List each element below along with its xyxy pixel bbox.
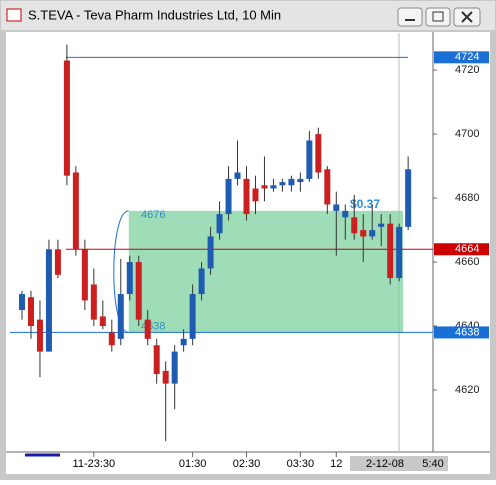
candle-body bbox=[108, 332, 115, 346]
candle-body bbox=[351, 217, 358, 234]
level-tag bbox=[434, 326, 489, 339]
level-label: 4638 bbox=[455, 326, 479, 338]
x-tick-label: 03:30 bbox=[287, 458, 315, 470]
window-title: S.TEVA - Teva Pharm Industries Ltd, 10 M… bbox=[28, 7, 281, 22]
candle-body bbox=[207, 236, 214, 269]
cursor-time: 5:40 bbox=[422, 458, 443, 470]
candle-body bbox=[369, 230, 376, 237]
candle-body bbox=[396, 226, 403, 279]
candle-body bbox=[81, 249, 88, 301]
candle-body bbox=[99, 316, 106, 327]
minimize-button[interactable] bbox=[397, 7, 423, 27]
candle-body bbox=[126, 262, 133, 295]
candle-body bbox=[198, 268, 205, 295]
candle-body bbox=[387, 223, 394, 279]
box-bottom-label: 4638 bbox=[141, 320, 165, 332]
box-top-label: 4676 bbox=[141, 209, 165, 221]
maximize-icon bbox=[432, 11, 444, 22]
maximize-button[interactable] bbox=[425, 7, 451, 27]
x-tick-label: 11-23:30 bbox=[73, 458, 116, 470]
y-tick-label: 4720 bbox=[455, 64, 479, 76]
candle-body bbox=[252, 188, 259, 202]
close-icon bbox=[461, 11, 473, 23]
candle-body bbox=[19, 294, 25, 311]
level-label: 4664 bbox=[455, 243, 479, 255]
level-tag bbox=[434, 51, 489, 64]
candle-body bbox=[72, 172, 79, 250]
candle-body bbox=[306, 140, 313, 179]
candle-body bbox=[342, 210, 349, 218]
candle-body bbox=[153, 345, 160, 375]
candle-body bbox=[270, 185, 277, 189]
candle-body bbox=[171, 351, 178, 384]
candle-body bbox=[180, 338, 187, 346]
candle-body bbox=[36, 319, 43, 352]
candle-body bbox=[144, 319, 151, 339]
x-tick-label: 02:30 bbox=[233, 458, 261, 470]
candle-body bbox=[117, 294, 124, 339]
candle-body bbox=[45, 249, 52, 352]
candle-body bbox=[378, 223, 385, 227]
y-tick-label: 4620 bbox=[455, 384, 479, 396]
candle-body bbox=[324, 169, 331, 205]
candle-body bbox=[216, 214, 223, 234]
range-box bbox=[128, 210, 404, 333]
candle-body bbox=[54, 249, 61, 275]
candle-body bbox=[27, 297, 34, 327]
x-tick-label: 01:30 bbox=[179, 458, 207, 470]
app-icon bbox=[6, 8, 22, 22]
candle-body bbox=[360, 230, 367, 237]
candle-body bbox=[90, 284, 97, 320]
candle-body bbox=[279, 182, 286, 186]
candle-body bbox=[261, 185, 268, 189]
candle-body bbox=[63, 60, 70, 176]
level-label: 4724 bbox=[455, 51, 479, 63]
box-annotation: $0.37 bbox=[350, 197, 380, 211]
y-tick-label: 4700 bbox=[455, 128, 479, 140]
candle-body bbox=[135, 262, 142, 320]
x-tick-label: 12 bbox=[330, 458, 342, 470]
level-tag bbox=[434, 243, 489, 256]
y-tick-label: 4660 bbox=[455, 256, 479, 268]
candle-body bbox=[405, 169, 412, 227]
candle-body bbox=[297, 178, 304, 183]
cursor-readout-box bbox=[350, 456, 448, 471]
cursor-date: 2-12-08 bbox=[366, 458, 404, 470]
y-tick-label: 4680 bbox=[455, 192, 479, 204]
candle-body bbox=[234, 172, 241, 179]
candle-body bbox=[288, 178, 295, 186]
candle-body bbox=[243, 178, 250, 215]
candle-body bbox=[333, 204, 340, 211]
candle-body bbox=[225, 178, 232, 215]
candle-body bbox=[162, 370, 169, 384]
candle-body bbox=[315, 134, 322, 173]
candle-body bbox=[189, 294, 196, 339]
